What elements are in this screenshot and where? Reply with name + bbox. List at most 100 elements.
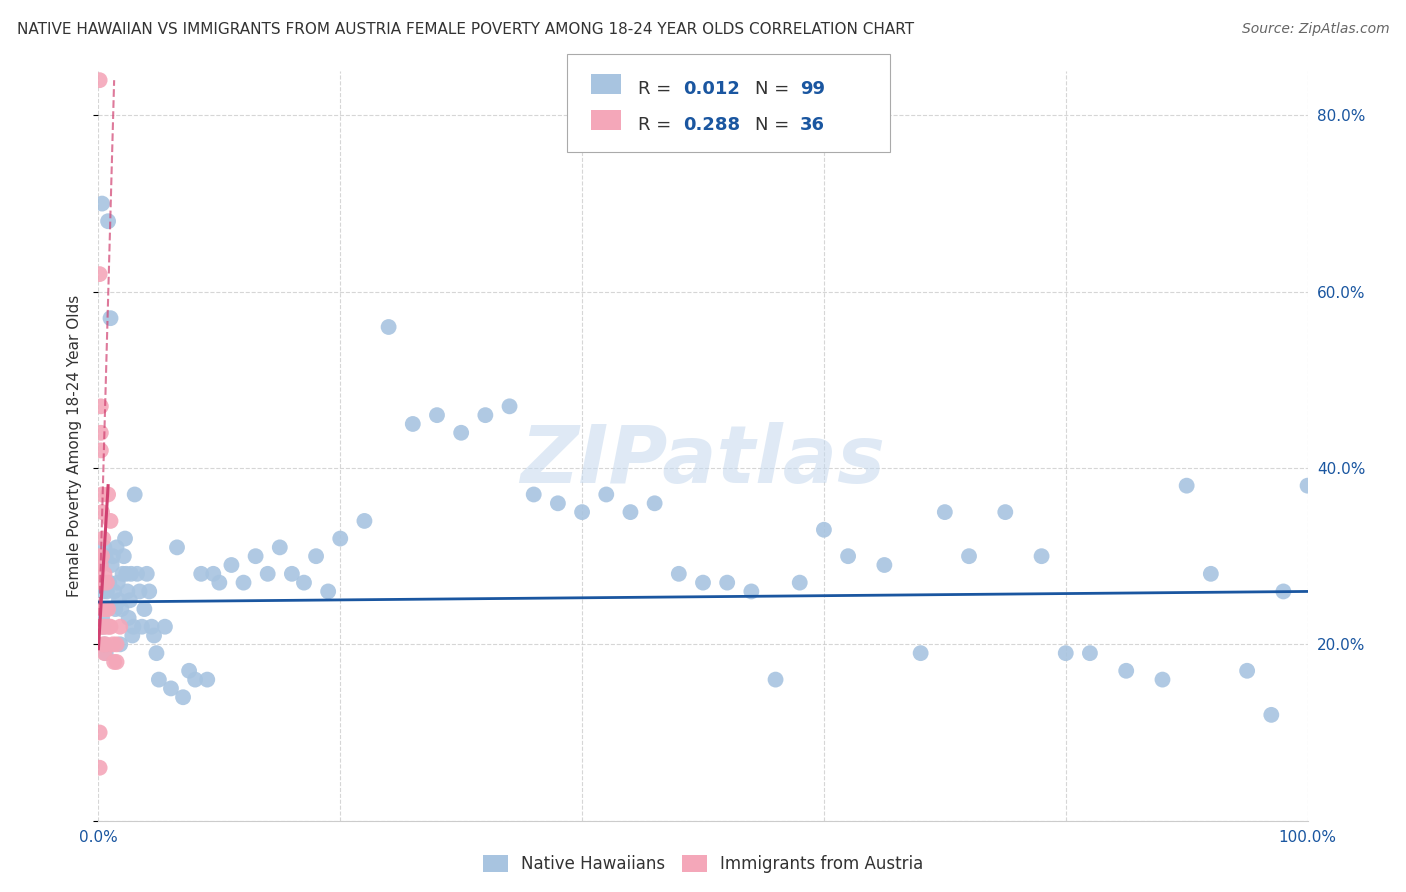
- Point: [91, 487, 114, 501]
- Point: [269, 541, 291, 555]
- Point: [108, 637, 131, 651]
- Point: [101, 549, 124, 564]
- Point: [100, 514, 122, 528]
- Point: [160, 681, 183, 696]
- Point: [1236, 664, 1258, 678]
- Point: [96, 575, 118, 590]
- Point: [127, 566, 149, 581]
- Point: [94, 602, 117, 616]
- Point: [1152, 673, 1174, 687]
- Point: [595, 487, 617, 501]
- Point: [105, 541, 128, 555]
- Point: [179, 664, 201, 678]
- Point: [281, 566, 304, 581]
- Point: [90, 620, 112, 634]
- Point: [112, 549, 135, 564]
- Point: [97, 214, 120, 228]
- Point: [91, 611, 114, 625]
- Point: [114, 532, 136, 546]
- Point: [111, 566, 134, 581]
- Point: [131, 620, 153, 634]
- Point: [105, 637, 128, 651]
- Point: [145, 646, 167, 660]
- Point: [305, 549, 328, 564]
- Point: [934, 505, 956, 519]
- Text: R =: R =: [638, 80, 678, 98]
- Point: [292, 575, 315, 590]
- Point: [873, 558, 896, 572]
- Point: [190, 566, 212, 581]
- Point: [426, 408, 449, 422]
- Point: [195, 673, 218, 687]
- Point: [523, 487, 546, 501]
- Point: [100, 311, 122, 326]
- Point: [94, 646, 117, 660]
- Point: [122, 620, 145, 634]
- Point: [91, 637, 114, 651]
- Point: [93, 646, 115, 660]
- Point: [108, 620, 131, 634]
- Point: [118, 611, 141, 625]
- Point: [103, 655, 125, 669]
- Point: [93, 566, 115, 581]
- Text: 36: 36: [800, 116, 825, 134]
- Point: [91, 505, 114, 519]
- Point: [245, 549, 267, 564]
- Point: [166, 541, 188, 555]
- Point: [256, 566, 278, 581]
- Point: [619, 505, 641, 519]
- Text: ZIPatlas: ZIPatlas: [520, 422, 886, 500]
- Point: [1296, 478, 1319, 492]
- Point: [93, 620, 115, 634]
- Text: 99: 99: [800, 80, 825, 98]
- Point: [184, 673, 207, 687]
- Legend: Native Hawaiians, Immigrants from Austria: Native Hawaiians, Immigrants from Austri…: [477, 848, 929, 880]
- Point: [90, 425, 112, 440]
- Point: [124, 487, 146, 501]
- Point: [221, 558, 243, 572]
- Point: [101, 637, 124, 651]
- Point: [91, 196, 114, 211]
- Point: [105, 655, 128, 669]
- Point: [94, 637, 117, 651]
- Point: [89, 73, 111, 87]
- Point: [668, 566, 690, 581]
- Point: [115, 566, 138, 581]
- Point: [547, 496, 569, 510]
- Text: 0.012: 0.012: [683, 80, 740, 98]
- Point: [100, 558, 122, 572]
- Point: [100, 620, 122, 634]
- Point: [91, 575, 114, 590]
- Point: [957, 549, 980, 564]
- Point: [91, 584, 114, 599]
- Point: [108, 593, 131, 607]
- Point: [91, 549, 114, 564]
- Point: [498, 400, 520, 414]
- Point: [89, 761, 111, 775]
- Point: [90, 400, 112, 414]
- Point: [450, 425, 472, 440]
- Point: [96, 620, 118, 634]
- Point: [813, 523, 835, 537]
- Point: [692, 575, 714, 590]
- Text: N =: N =: [755, 116, 794, 134]
- Point: [89, 549, 111, 564]
- Point: [148, 673, 170, 687]
- Text: 0.288: 0.288: [683, 116, 741, 134]
- Point: [110, 602, 132, 616]
- Text: NATIVE HAWAIIAN VS IMMIGRANTS FROM AUSTRIA FEMALE POVERTY AMONG 18-24 YEAR OLDS : NATIVE HAWAIIAN VS IMMIGRANTS FROM AUSTR…: [17, 22, 914, 37]
- Point: [765, 673, 787, 687]
- Point: [474, 408, 496, 422]
- Point: [837, 549, 859, 564]
- Point: [89, 725, 111, 739]
- Point: [208, 575, 231, 590]
- Point: [316, 584, 339, 599]
- Point: [93, 637, 115, 651]
- Point: [104, 602, 127, 616]
- Point: [202, 566, 225, 581]
- Point: [118, 593, 141, 607]
- Point: [135, 566, 157, 581]
- Point: [91, 602, 114, 616]
- Point: [120, 566, 142, 581]
- Point: [232, 575, 254, 590]
